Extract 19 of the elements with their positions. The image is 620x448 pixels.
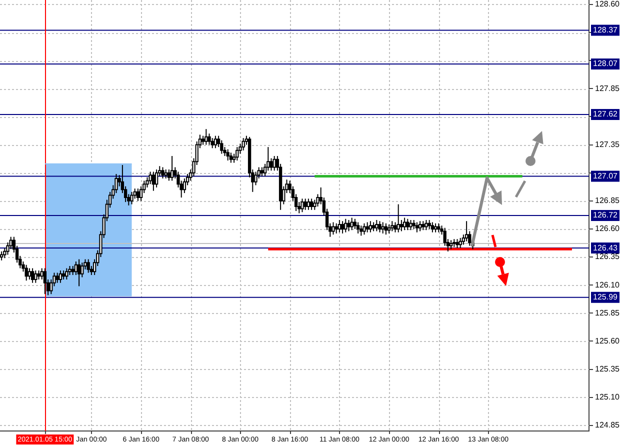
y-tick-label: 125.35 — [595, 364, 620, 374]
y-tick-label: 126.10 — [595, 280, 620, 290]
y-tick-label: 125.85 — [595, 308, 620, 318]
ref-line-label: 126.72 — [593, 210, 618, 220]
ref-line-label: 128.07 — [593, 59, 618, 68]
y-tick-label: 126.35 — [595, 252, 620, 262]
y-tick-label: 125.10 — [595, 392, 620, 402]
y-tick-label: 126.60 — [595, 224, 620, 234]
ref-line-label: 127.62 — [593, 110, 618, 119]
ref-line-label: 125.99 — [593, 292, 618, 302]
y-tick-label: 127.35 — [595, 140, 620, 149]
y-tick-label: 125.60 — [595, 336, 620, 346]
y-tick-label: 124.85 — [595, 420, 620, 430]
ref-line-label: 126.43 — [593, 243, 618, 252]
y-tick-label: 126.85 — [595, 196, 620, 206]
ref-line-label: 128.37 — [593, 26, 618, 35]
y-tick-label: 127.85 — [595, 84, 620, 93]
y-tick-label: 128.60 — [595, 0, 620, 9]
ref-line-label: 127.07 — [593, 171, 618, 180]
